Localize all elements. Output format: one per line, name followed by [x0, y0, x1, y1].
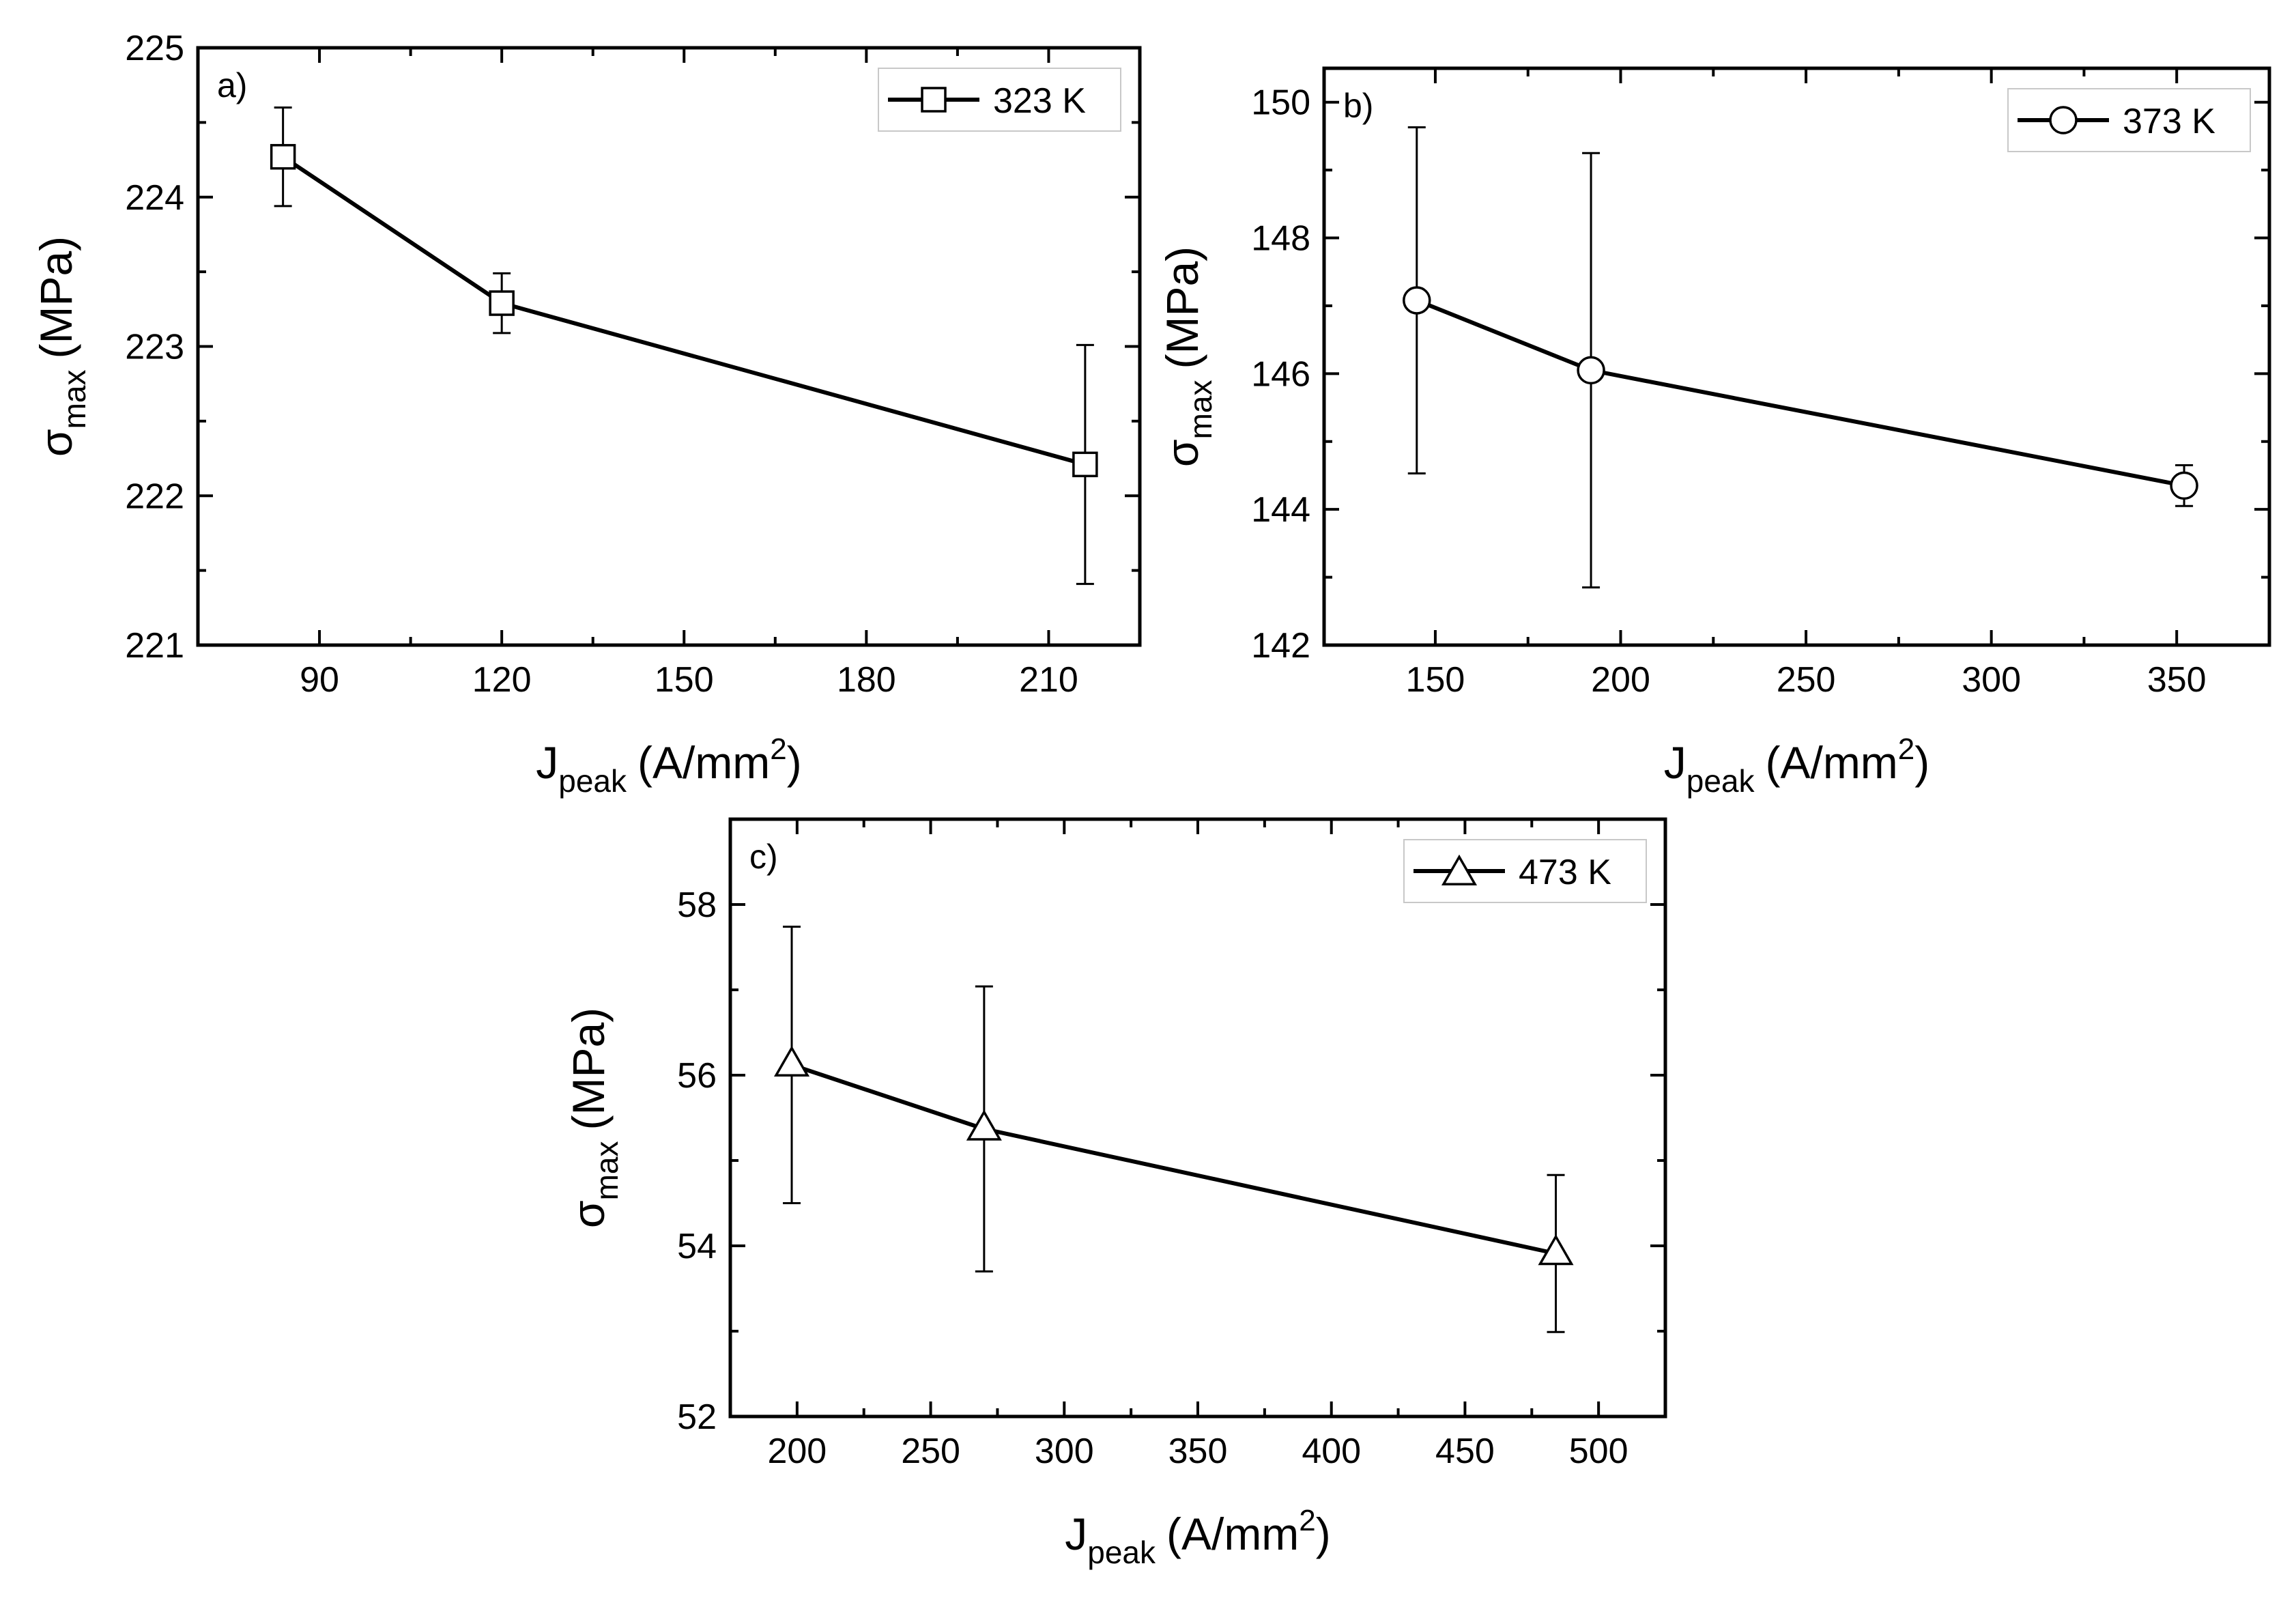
x-axis-title: Jpeak (A/mm2): [1065, 1504, 1331, 1570]
chart-panel-1: 90 120 150 180 210 221 222 223 224 225 a) 323 K Jpea…: [31, 29, 1142, 799]
x-axis-title-sub: peak: [558, 763, 627, 799]
x-tick-label: 450: [1435, 1432, 1495, 1471]
legend-marker: [2049, 106, 2078, 134]
y-tick-label: 150: [1251, 83, 1310, 123]
x-axis-title-sub: peak: [1087, 1535, 1156, 1570]
data-point: [966, 1109, 1002, 1141]
x-tick-label: 90: [300, 660, 339, 700]
y-tick-label: 224: [125, 178, 184, 218]
x-tick-label: 350: [1168, 1432, 1228, 1471]
y-axis-title-main: σ: [1157, 439, 1207, 467]
x-tick-label: 250: [901, 1432, 960, 1471]
x-axis-title-sup: 2: [1898, 732, 1914, 766]
y-axis-title: σmax (MPa): [1157, 246, 1218, 467]
x-axis-title-main: J: [1065, 1509, 1087, 1559]
x-axis-title-close: ): [1914, 737, 1929, 788]
x-tick-label: 150: [655, 660, 714, 700]
x-axis-title-close: ): [787, 737, 802, 788]
plot-frame: [1322, 66, 2271, 647]
y-axis-title-sub: max: [57, 370, 92, 429]
x-tick-label: 300: [1962, 660, 2021, 700]
y-tick-label: 56: [677, 1056, 717, 1096]
y-tick-label: 225: [125, 29, 184, 68]
x-axis-title-sup: 2: [770, 732, 786, 766]
y-tick-label: 54: [677, 1227, 717, 1266]
x-tick-label: 350: [2147, 660, 2207, 700]
x-tick-label: 500: [1569, 1432, 1628, 1471]
x-axis-title: Jpeak (A/mm2): [1664, 732, 1930, 799]
y-axis-title-unit: (MPa): [1157, 246, 1207, 369]
y-axis-title-unit: (MPa): [31, 236, 81, 359]
x-tick-label: 210: [1019, 660, 1078, 700]
legend-label: 323 K: [993, 81, 1086, 121]
y-axis-title-sub: max: [1183, 380, 1218, 440]
x-tick-label: 200: [767, 1432, 827, 1471]
y-axis-title: σmax (MPa): [563, 1008, 625, 1228]
x-axis-title-unit: (A/mm: [637, 737, 770, 788]
x-axis-title-sub: peak: [1687, 763, 1755, 799]
y-tick-label: 52: [677, 1397, 717, 1437]
panel-label: b): [1343, 87, 1373, 125]
legend-marker: [1441, 854, 1478, 885]
data-point: [2170, 471, 2198, 500]
x-axis-title-sup: 2: [1299, 1504, 1315, 1537]
legend-label: 473 K: [1519, 853, 1611, 892]
y-tick-label: 223: [125, 328, 184, 367]
x-tick-label: 150: [1406, 660, 1465, 700]
y-axis-title: σmax (MPa): [31, 236, 92, 457]
data-point: [1072, 451, 1098, 478]
chart-panel-2: 150 200 250 300 350 142 144 146 148 150 b) 373 K Jpe…: [1157, 66, 2271, 799]
x-axis-title-close: ): [1316, 1509, 1331, 1559]
panel-label: c): [749, 838, 778, 876]
data-point: [774, 1045, 810, 1077]
x-tick-label: 200: [1591, 660, 1650, 700]
y-axis-title-main: σ: [31, 429, 81, 457]
y-tick-label: 148: [1251, 219, 1310, 259]
y-axis-title-main: σ: [563, 1200, 614, 1228]
x-tick-label: 120: [472, 660, 532, 700]
legend-marker: [921, 87, 947, 113]
x-axis-title-unit: (A/mm: [1765, 737, 1897, 788]
x-axis-title-unit: (A/mm: [1166, 1509, 1299, 1559]
y-tick-label: 221: [125, 626, 184, 666]
panel-label: a): [217, 66, 247, 104]
y-tick-label: 142: [1251, 626, 1310, 666]
legend-label: 373 K: [2123, 102, 2215, 141]
x-axis-title-main: J: [536, 737, 558, 788]
chart-panel-3: 200 250 300 350 400 450 500 52 54 56 58 c) 473 K Jpea…: [563, 817, 1667, 1570]
y-tick-label: 58: [677, 885, 717, 925]
data-point: [489, 290, 515, 316]
x-tick-label: 250: [1777, 660, 1836, 700]
data-point: [1403, 286, 1431, 315]
data-point: [1577, 356, 1605, 385]
y-tick-label: 146: [1251, 354, 1310, 394]
x-axis-title: Jpeak (A/mm2): [536, 732, 802, 799]
y-tick-label: 144: [1251, 490, 1310, 530]
x-axis-title-main: J: [1664, 737, 1687, 788]
data-point: [1538, 1234, 1574, 1266]
y-axis-title-unit: (MPa): [563, 1008, 614, 1130]
x-tick-label: 400: [1302, 1432, 1361, 1471]
data-point: [270, 143, 296, 170]
x-tick-label: 180: [837, 660, 896, 700]
y-axis-title-sub: max: [589, 1141, 625, 1201]
x-tick-label: 300: [1035, 1432, 1094, 1471]
y-tick-label: 222: [125, 476, 184, 516]
